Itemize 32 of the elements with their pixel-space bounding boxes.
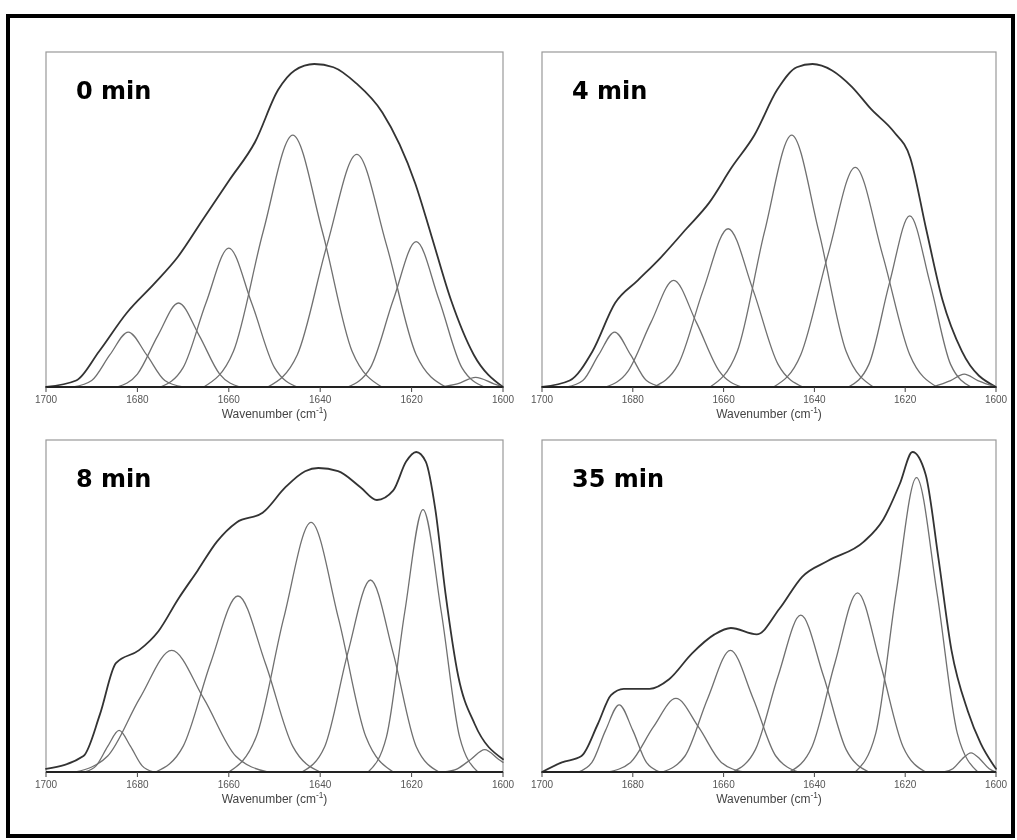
x-tick-label: 1620 — [894, 394, 917, 405]
x-tick-label: 1600 — [984, 779, 1008, 790]
x-tick-label: 1700 — [530, 394, 554, 405]
text: 0 min — [76, 77, 152, 105]
x-tick-label: 1600 — [984, 394, 1008, 405]
x-tick-label: 1620 — [400, 394, 424, 405]
text: 4 min — [572, 77, 648, 105]
x-tick-label: 1600 — [491, 394, 515, 405]
x-tick-label: 1660 — [217, 394, 241, 405]
x-axis-title: Wavenumber (cm$^{-1}$) — [716, 405, 822, 421]
x-tick-label: 1660 — [712, 779, 736, 790]
x-tick-label: 1680 — [621, 779, 645, 790]
x-tick-label: 1700 — [34, 779, 58, 790]
x-tick-label: 1600 — [491, 779, 515, 790]
x-tick-label: 1660 — [217, 779, 241, 790]
x-tick-label: 1680 — [126, 779, 149, 790]
x-tick-label: 1640 — [309, 394, 332, 405]
x-tick-label: 1660 — [712, 394, 736, 405]
x-tick-label: 1700 — [530, 779, 554, 790]
x-tick-label: 1640 — [803, 779, 826, 790]
x-tick-label: 1640 — [309, 779, 332, 790]
x-tick-label: 1620 — [894, 779, 917, 790]
x-tick-label: 1680 — [621, 394, 645, 405]
x-axis-title: Wavenumber (cm$^{-1}$) — [221, 405, 328, 421]
text: 35 min — [572, 465, 665, 493]
x-axis-title: Wavenumber (cm$^{-1}$) — [716, 790, 822, 806]
x-tick-label: 1700 — [34, 394, 58, 405]
x-tick-label: 1640 — [803, 394, 826, 405]
x-tick-label: 1680 — [126, 394, 149, 405]
text: 8 min — [76, 465, 152, 493]
x-tick-label: 1620 — [400, 779, 424, 790]
x-axis-title: Wavenumber (cm$^{-1}$) — [221, 790, 328, 806]
